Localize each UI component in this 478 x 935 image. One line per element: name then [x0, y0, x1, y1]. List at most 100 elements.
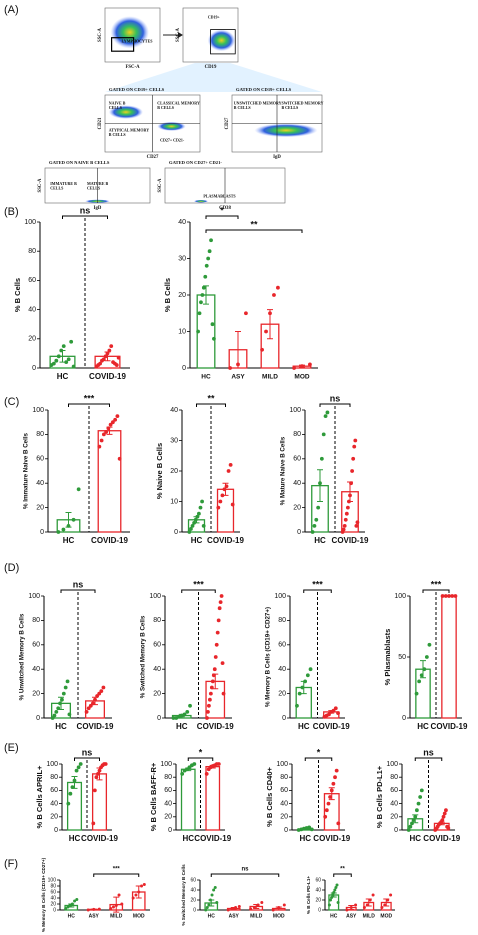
data-point: [103, 762, 108, 766]
y-tick-label: 100: [394, 593, 406, 600]
y-tick-label: 100: [46, 761, 58, 768]
data-point: [205, 906, 209, 909]
data-point: [252, 906, 256, 909]
data-point: [319, 456, 324, 461]
arrow-head: [178, 32, 183, 38]
bar: [180, 768, 196, 831]
data-point: [140, 884, 144, 888]
y-tick-label: 100: [386, 761, 398, 768]
y-tick-label: 100: [149, 593, 161, 600]
x-tick-label: HC: [69, 834, 81, 843]
y-tick-label: 100: [24, 219, 36, 226]
data-point: [368, 898, 372, 902]
bar: [66, 781, 83, 831]
y-tick-label: 20: [36, 504, 44, 511]
data-point: [218, 499, 223, 504]
data-point: [93, 697, 97, 702]
y-tick-label: 0: [40, 529, 44, 536]
data-point: [440, 818, 445, 822]
y-tick-label: 80: [153, 617, 161, 624]
data-point: [249, 907, 253, 911]
y-tick-label: 60: [50, 787, 58, 794]
data-point: [326, 801, 331, 806]
significance-label: ns: [330, 393, 341, 403]
x-tick-label: COVID-19: [431, 722, 468, 731]
y-tick-label: 0: [284, 827, 288, 834]
data-point: [97, 907, 101, 911]
y-tick-label: 80: [280, 774, 288, 781]
y-tick-label: 20: [178, 292, 186, 299]
data-point: [67, 712, 72, 717]
y-axis-label: % Naive B Cells: [155, 443, 164, 499]
data-point: [212, 888, 216, 892]
y-tick-label: 20: [32, 690, 40, 697]
density: [193, 199, 209, 203]
y-tick-label: 80: [50, 883, 56, 889]
y-tick-label: 40: [190, 887, 196, 893]
y-axis-label: % Memory B Cells (CD19+ CD27+): [41, 857, 46, 932]
data-point: [331, 708, 336, 713]
data-point: [355, 520, 360, 525]
data-point: [418, 795, 423, 799]
x-tick-label: MILD: [110, 913, 123, 919]
data-point: [389, 893, 393, 897]
data-point: [117, 456, 122, 461]
data-point: [66, 905, 70, 909]
y-tick-label: 60: [32, 642, 40, 649]
data-point: [442, 811, 447, 816]
data-point: [76, 765, 81, 770]
gate-label: ATYPICAL MEMORY B CELLS: [109, 127, 150, 137]
data-point: [323, 414, 328, 418]
data-point: [321, 432, 326, 437]
data-point: [276, 285, 280, 290]
data-point: [51, 361, 56, 366]
significance-bracket: [319, 403, 351, 407]
data-point: [300, 685, 305, 690]
data-point: [54, 710, 59, 714]
y-tick-label: 80: [32, 617, 40, 624]
significance-bracket: [60, 589, 96, 593]
data-point: [114, 363, 119, 367]
panel-label: (F): [4, 858, 18, 870]
x-tick-label: COVID-19: [77, 722, 114, 731]
flow-ylabel: SSC-A: [176, 28, 181, 42]
data-point: [192, 762, 197, 766]
data-point: [75, 898, 79, 901]
y-tick-label: 60: [50, 889, 56, 895]
data-point: [86, 908, 90, 912]
data-point: [303, 679, 308, 684]
data-point: [91, 821, 96, 826]
significance-bracket: [181, 589, 216, 593]
data-point: [111, 905, 115, 909]
density: [108, 105, 143, 119]
significance-bracket: [68, 403, 110, 407]
flow-xlabel: FSC-A: [125, 65, 140, 70]
data-point: [343, 517, 348, 522]
density: [110, 16, 149, 49]
data-point: [230, 502, 235, 507]
data-point: [444, 808, 448, 813]
data-point: [99, 689, 104, 694]
data-point: [197, 311, 202, 316]
y-tick-label: 20: [50, 901, 56, 907]
data-point: [220, 493, 225, 498]
data-point: [347, 499, 351, 504]
data-point: [414, 808, 419, 813]
data-point: [98, 361, 102, 366]
y-tick-label: 100: [274, 593, 286, 600]
data-point: [422, 667, 427, 672]
y-axis-label: % B Cells APRIL+: [35, 765, 44, 828]
data-point: [349, 481, 353, 486]
data-point: [201, 524, 206, 528]
y-tick-label: 100: [48, 877, 57, 883]
y-tick-label: 20: [315, 897, 321, 903]
data-point: [348, 493, 352, 498]
y-tick-label: 20: [153, 690, 161, 697]
y-tick-label: 60: [36, 456, 44, 463]
error-bar: [235, 331, 241, 369]
y-tick-label: 0: [174, 529, 178, 536]
data-point: [441, 814, 446, 819]
significance-bracket: [187, 757, 214, 761]
significance-bracket: [74, 757, 100, 761]
y-tick-label: 0: [36, 715, 40, 722]
